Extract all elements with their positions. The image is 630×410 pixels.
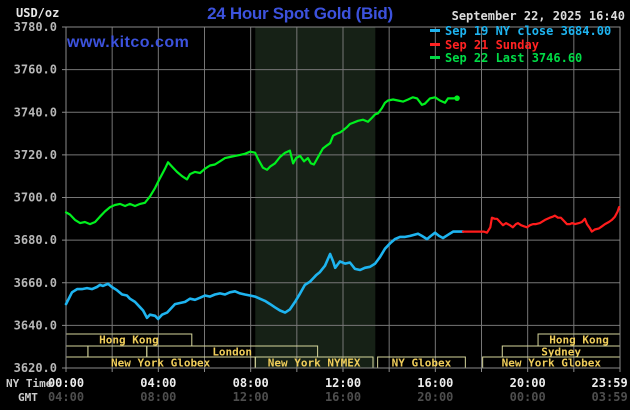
ny-time-tick-label: 04:00: [140, 376, 176, 390]
legend-dash-icon: [430, 29, 440, 32]
kitco-watermark-link[interactable]: www.kitco.com: [67, 34, 190, 51]
gmt-tick-label: 08:00: [140, 390, 176, 404]
legend-row: Sep 22 Last 3746.60: [430, 51, 611, 65]
legend-dash-icon: [430, 42, 440, 46]
ny-time-axis-caption: NY Time: [6, 377, 53, 390]
legend-label: Sep 19 NY close 3684.00: [445, 24, 612, 38]
gmt-tick-label: 00:00: [510, 390, 546, 404]
ny-time-tick-label: 12:00: [325, 376, 361, 390]
legend-row: Sep 19 NY close 3684.00: [430, 24, 611, 38]
price-line-sep19: [64, 230, 465, 321]
gmt-axis-caption: GMT: [18, 391, 38, 404]
legend-label: Sep 21 Sunday: [445, 37, 539, 52]
gmt-tick-label: 12:00: [233, 390, 269, 404]
gmt-tick-label: 16:00: [325, 390, 361, 404]
session-label: New York Globex: [502, 357, 602, 370]
y-axis-tick-label: 3740.0: [14, 105, 57, 119]
chart-timestamp: September 22, 2025 16:40: [451, 9, 625, 23]
y-axis-tick-label: 3720.0: [14, 148, 57, 162]
y-axis-tick-label: 3680.0: [14, 233, 57, 247]
gmt-tick-label: 03:59: [592, 390, 628, 404]
y-axis-tick-label: 3620.0: [14, 361, 57, 375]
legend-row: Sep 21 Sunday: [430, 38, 611, 52]
price-line-sep22: [64, 96, 459, 226]
session-label: London: [212, 346, 252, 359]
y-axis-tick-label: 3760.0: [14, 63, 57, 77]
y-axis-units-label: USD/oz: [16, 6, 60, 20]
y-axis-tick-label: 3660.0: [14, 276, 57, 290]
page-title: 24 Hour Spot Gold (Bid): [207, 4, 393, 23]
gmt-tick-label: 04:00: [48, 390, 84, 404]
gmt-tick-label: 20:00: [417, 390, 453, 404]
ny-time-tick-label: 20:00: [510, 376, 546, 390]
ny-time-tick-label: 00:00: [48, 376, 84, 390]
session-box: [87, 345, 148, 358]
ny-time-tick-label: 16:00: [417, 376, 453, 390]
y-axis-tick-label: 3640.0: [14, 318, 57, 332]
y-axis-tick-label: 3780.0: [14, 20, 57, 34]
ny-time-tick-label: 23:59: [592, 376, 628, 390]
last-price-dot: [454, 95, 460, 101]
legend-label: Sep 22 Last 3746.60: [445, 51, 583, 65]
price-line-sep21: [461, 206, 621, 234]
session-label: Hong Kong: [99, 334, 159, 347]
session-label: New York Globex: [111, 357, 211, 370]
session-label: Sydney: [541, 346, 581, 359]
y-axis-tick-label: 3700.0: [14, 191, 57, 205]
session-label: NY Globex: [392, 357, 452, 370]
ny-time-tick-label: 08:00: [233, 376, 269, 390]
session-label: Hong Kong: [549, 334, 609, 347]
session-label: New York NYMEX: [268, 357, 361, 370]
session-box: [65, 345, 89, 358]
chart-legend: Sep 19 NY close 3684.00 Sep 21 Sunday Sep …: [430, 24, 611, 65]
legend-dash-icon: [430, 56, 440, 59]
